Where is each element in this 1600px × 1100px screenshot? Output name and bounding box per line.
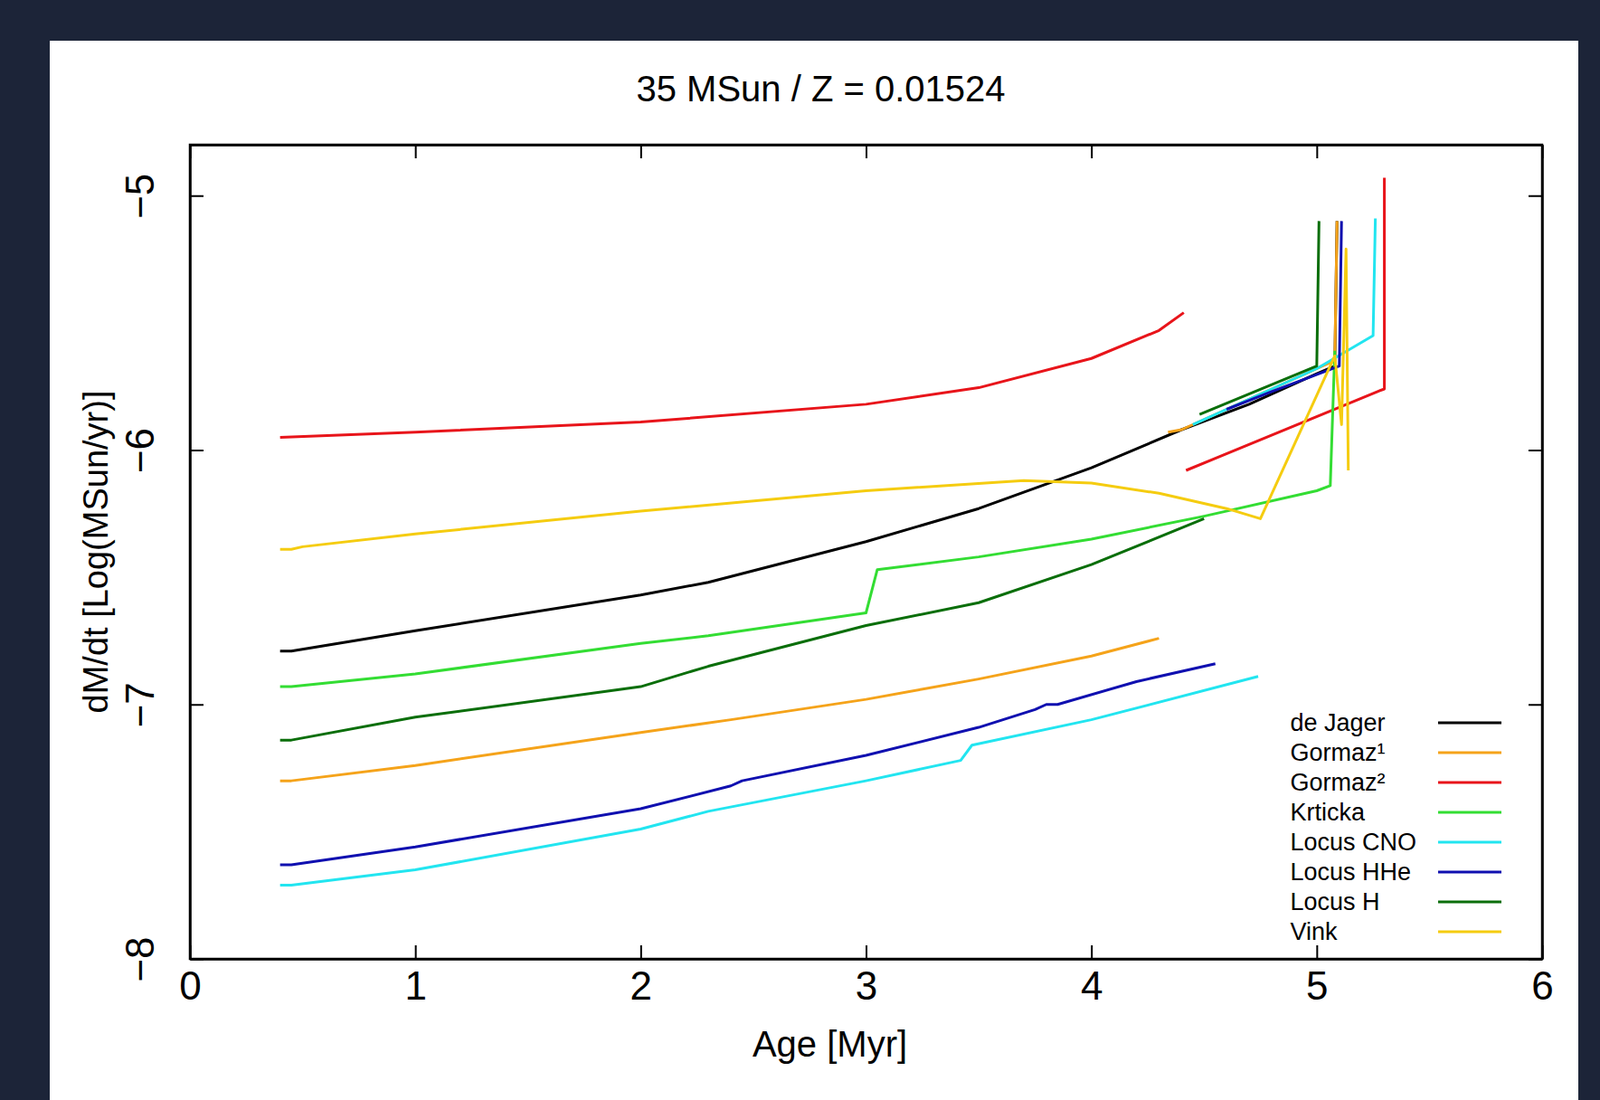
tick-mark [189,703,204,706]
tick: 4 [1080,945,1103,1008]
tick-mark [1090,144,1093,159]
tick-mark [1528,195,1543,198]
tick-mark [1315,945,1318,959]
series-line [280,248,1349,550]
axis: 0 1 2 3 4 5 6 [179,945,1553,1008]
series-line [280,220,1320,740]
tick-label: 6 [1531,963,1553,1008]
series-line [280,350,1335,687]
tick-mark [640,945,643,959]
tick-label: −8 [117,936,162,982]
tick-label: 1 [404,963,427,1008]
legend-swatch [1438,781,1502,785]
legend-label: Krticka [1289,798,1366,826]
tick: 5 [1306,945,1328,1008]
tick-label: 0 [179,963,201,1008]
tick [415,144,417,159]
legend-swatch [1438,721,1502,725]
series-line [280,178,1385,471]
legend-label: Gormaz¹ [1289,738,1385,767]
title: 35 MSun / Z = 0.01524 [635,68,1005,109]
legend-swatch [1438,871,1502,874]
tick-mark [1528,703,1543,706]
tick [640,144,642,159]
tick: 1 [404,945,427,1008]
tick: 2 [630,945,653,1008]
series-line [280,220,1343,865]
axis [1528,145,1544,960]
tick-label: −6 [117,427,162,474]
tick-label: 5 [1306,963,1328,1008]
tick-label: 3 [855,963,878,1008]
legend-swatch [1438,841,1502,844]
legend-swatch [1438,900,1502,904]
chart: 0 1 2 3 4 5 6 −8 −7 −6 −5 35 MSun / Z = 0.01524 Age … [0,0,1600,1100]
tick-mark [189,195,204,198]
tick-mark [1315,144,1318,159]
series-line [280,218,1376,886]
legend-label: Locus HHe [1289,858,1411,886]
series-group [280,178,1385,886]
tick-mark [1528,449,1543,452]
tick-mark [865,144,868,159]
legend-label: de Jager [1289,709,1385,737]
legend-swatch [1438,930,1502,934]
tick-label: 4 [1080,963,1103,1008]
legend-swatch [1438,811,1502,815]
panel [49,40,1579,1100]
tick-mark [189,449,204,452]
y-axis-title: dM/dt [Log(MSun/yr)] [76,390,115,714]
axis [190,144,1544,159]
plot-frame [189,144,1543,959]
tick-label: 2 [630,963,653,1008]
tick: 3 [855,945,878,1008]
tick [866,144,868,159]
legend-label: Locus CNO [1289,828,1417,856]
tick-mark [640,144,643,159]
tick-mark [1090,945,1093,959]
tick [1528,195,1543,197]
legend-label: Locus H [1289,888,1380,916]
tick [1528,450,1543,452]
legend-swatch [1438,751,1502,755]
tick-mark [865,945,868,959]
tick [1091,144,1093,159]
x-axis-title: Age [Myr] [752,1023,908,1064]
tick-mark [415,945,417,959]
tick-label: −7 [117,681,162,728]
tick-label: −5 [117,173,162,219]
legend: de JagerGormaz¹Gormaz²KrtickaLocus CNOLo… [1289,709,1502,946]
legend-label: Vink [1289,918,1338,946]
tick-mark [415,144,417,159]
series-line [280,220,1338,651]
tick [1316,144,1318,159]
legend-label: Gormaz² [1289,768,1385,796]
tick [1528,704,1543,706]
